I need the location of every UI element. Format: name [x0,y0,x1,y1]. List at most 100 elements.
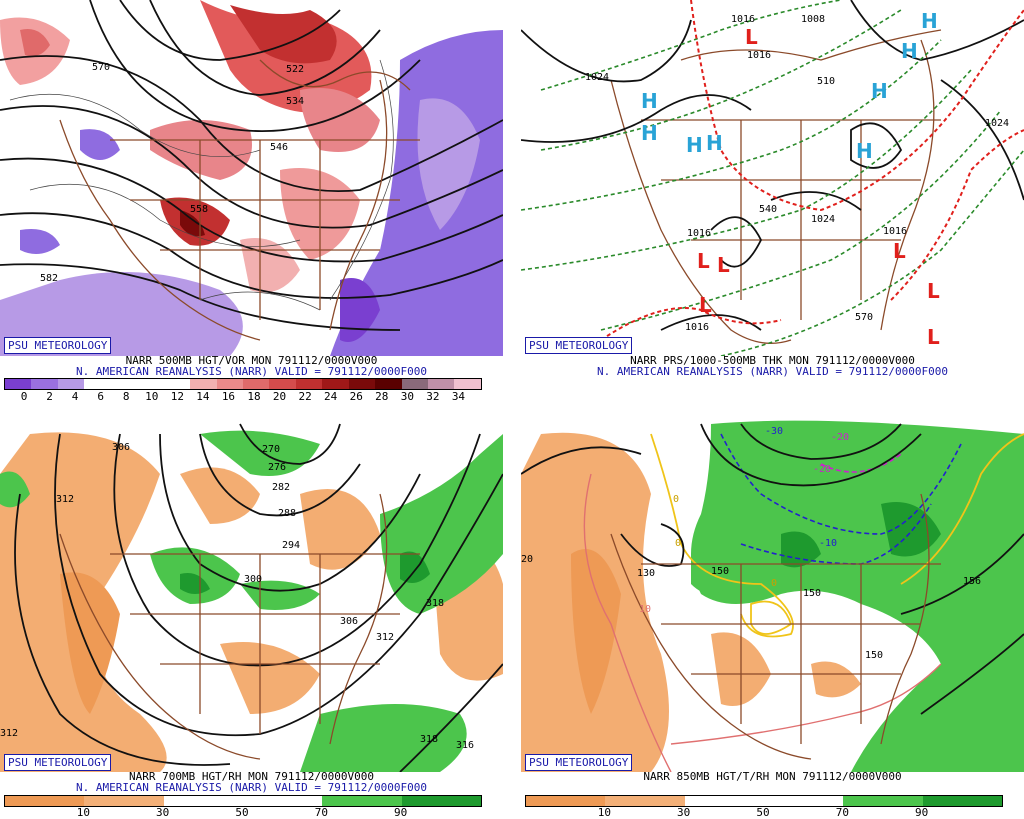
scale-swatch [348,379,376,389]
map-label: 570 [855,312,873,323]
low-pressure-marker: L [745,25,758,49]
scale-tick-label: 22 [298,390,312,403]
map-label: 510 [817,76,835,87]
map-label: 150 [711,566,729,577]
high-pressure-marker: H [706,131,723,155]
low-pressure-marker: L [697,249,710,273]
map-label: 318 [426,598,444,609]
map-label: 294 [282,540,300,551]
map-label: 1016 [747,50,771,61]
scale-swatch [216,379,243,389]
map-label: 306 [340,616,358,627]
low-pressure-marker: L [893,239,906,263]
map-label: 1016 [731,14,755,25]
scale-swatch [57,379,85,389]
map-label: 312 [376,632,394,643]
map-label: 0 [675,538,681,549]
scale-swatch [84,796,164,806]
map-label: 1016 [685,322,709,333]
scale-tick-label: 8 [122,390,130,403]
scale-tick-label: 10 [597,806,611,819]
map-label: 534 [286,96,304,107]
low-pressure-marker: L [927,325,940,349]
low-pressure-marker: L [717,253,730,277]
scale-tick-label: 20 [272,390,287,403]
scale-swatch [526,796,606,806]
map-label: -10 [819,538,837,549]
map-label: 130 [637,568,655,579]
scale-tick-label: 10 [76,806,90,819]
map-label: 312 [56,494,74,505]
high-pressure-marker: H [901,39,918,63]
scale-tick-label: 18 [247,390,261,403]
caption-line1: NARR 500MB HGT/VOR MON 791112/0000V000 [125,354,378,367]
scale-tick-label: 50 [756,806,770,819]
caption-line1: NARR 850MB HGT/T/RH MON 791112/0000V000 [643,770,902,783]
high-pressure-marker: H [856,139,873,163]
psu-meteorology-logo: PSU METEOROLOGY [4,337,112,354]
high-pressure-marker: H [641,121,658,145]
panel-pressure-thickness: H H H H H H H H L L L L L L L 1008 1016 … [521,0,1024,405]
scale-tick-label: 30 [156,806,170,819]
scale-tick-label: 2 [46,390,53,403]
scale-tick-label: 30 [400,390,414,403]
high-pressure-marker: H [921,9,938,33]
map-label: 312 [0,728,18,739]
map-label: 150 [803,588,821,599]
caption-line2: N. AMERICAN REANALYSIS (NARR) VALID = 79… [76,781,427,794]
map-label: 1024 [985,118,1009,129]
scale-tick-label: 24 [324,390,338,403]
high-pressure-marker: H [871,79,888,103]
map-500mb: 570 522 534 582 546 558 PSU METEOROLOGY [0,0,503,356]
map-label: 20 [521,554,533,565]
vorticity-color-scale [4,378,482,390]
map-label: 0 [771,578,777,589]
scale-swatch [428,379,455,389]
scale-swatch [5,379,32,389]
panel-700mb-rh: 306 312 270 276 282 288 294 300 306 312 … [0,414,503,819]
scale-swatch [137,379,164,389]
map-label: 300 [244,574,262,585]
scale-swatch [375,379,402,389]
scale-swatch [322,796,402,806]
scale-swatch [84,379,111,389]
scale-tick-label: 4 [71,390,79,403]
scale-tick-label: 16 [221,390,236,403]
map-label: 540 [759,204,777,215]
scale-swatch [605,796,685,806]
map-label: 558 [190,204,208,215]
map-label: 546 [270,142,288,153]
scale-swatch [163,379,191,389]
map-label: 288 [278,508,296,519]
map-label: 582 [40,273,58,284]
map-label: 10 [639,604,651,615]
map-label: -30 [765,426,783,437]
map-label: 1024 [585,72,609,83]
low-pressure-marker: L [927,279,940,303]
scale-swatch [295,379,323,389]
map-label: 1024 [811,214,835,225]
psu-meteorology-logo: PSU METEOROLOGY [525,754,633,771]
psu-meteorology-logo: PSU METEOROLOGY [525,337,633,354]
scale-swatch [322,379,349,389]
rh-color-scale [4,795,482,807]
scale-tick-label: 70 [835,806,849,819]
low-pressure-marker: L [699,293,712,317]
map-label: -20 [813,464,831,475]
caption-line1: NARR 700MB HGT/RH MON 791112/0000V000 [128,770,375,783]
map-label: 282 [272,482,290,493]
map-label: -20 [831,432,849,443]
panel-850mb-t-rh: -30 -20 -20 -10 130 150 150 150 156 10 0… [521,414,1024,819]
psu-meteorology-logo: PSU METEOROLOGY [4,754,112,771]
scale-tick-label: 28 [375,390,389,403]
caption-line2: N. AMERICAN REANALYSIS (NARR) VALID = 79… [76,365,427,378]
caption-line1: NARR PRS/1000-500MB THK MON 791112/0000V… [630,354,915,367]
map-700mb: 306 312 270 276 282 288 294 300 306 312 … [0,414,503,772]
map-850mb: -30 -20 -20 -10 130 150 150 150 156 10 0… [521,414,1024,772]
map-label: 156 [963,576,981,587]
scale-tick-label: 12 [170,390,184,403]
panel-500mb-vorticity: 570 522 534 582 546 558 PSU METEOROLOGY … [0,0,503,405]
scale-swatch [454,379,481,389]
scale-tick-label: 70 [314,806,328,819]
scale-swatch [190,379,217,389]
